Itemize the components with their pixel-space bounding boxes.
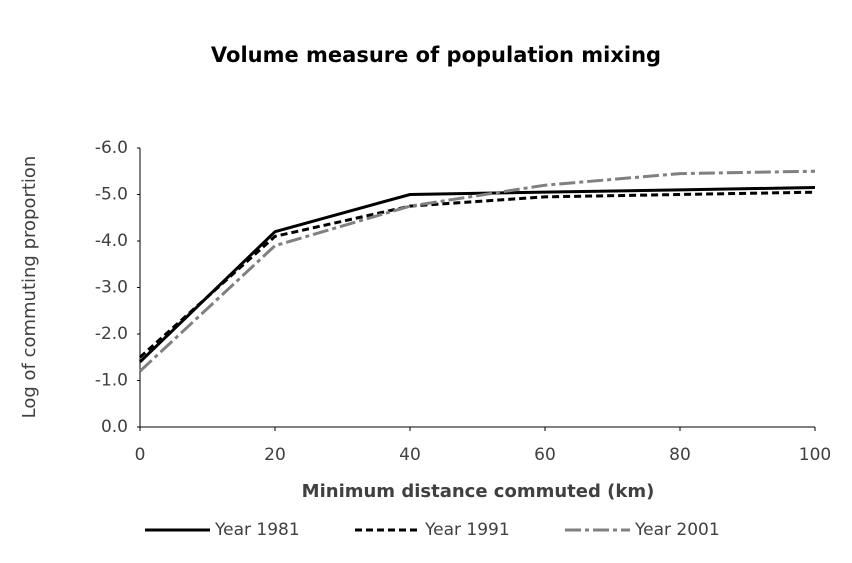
series-line xyxy=(138,186,816,363)
y-tick-label: -2.0 xyxy=(95,324,128,344)
x-tick-label: 20 xyxy=(264,445,286,465)
y-tick-label: -3.0 xyxy=(95,278,128,298)
x-axis-title: Minimum distance commuted (km) xyxy=(302,481,655,502)
y-tick-label: 0.0 xyxy=(101,417,128,437)
legend-label: Year 1981 xyxy=(214,520,300,540)
legend-label: Year 2001 xyxy=(634,520,720,540)
y-tick-label: -1.0 xyxy=(95,371,128,391)
x-tick-label: 100 xyxy=(799,445,831,465)
x-tick-label: 0 xyxy=(135,445,146,465)
y-tick-label: -5.0 xyxy=(95,185,128,205)
series-line xyxy=(138,169,816,373)
x-tick-label: 80 xyxy=(669,445,691,465)
chart-title: Volume measure of population mixing xyxy=(211,43,661,67)
x-tick-label: 60 xyxy=(534,445,556,465)
y-tick-label: -6.0 xyxy=(95,138,128,158)
y-axis-title: Log of commuting proportion xyxy=(19,156,40,419)
series-line xyxy=(138,190,816,359)
legend-label: Year 1991 xyxy=(424,520,510,540)
x-tick-label: 40 xyxy=(399,445,421,465)
y-tick-label: -4.0 xyxy=(95,231,128,251)
